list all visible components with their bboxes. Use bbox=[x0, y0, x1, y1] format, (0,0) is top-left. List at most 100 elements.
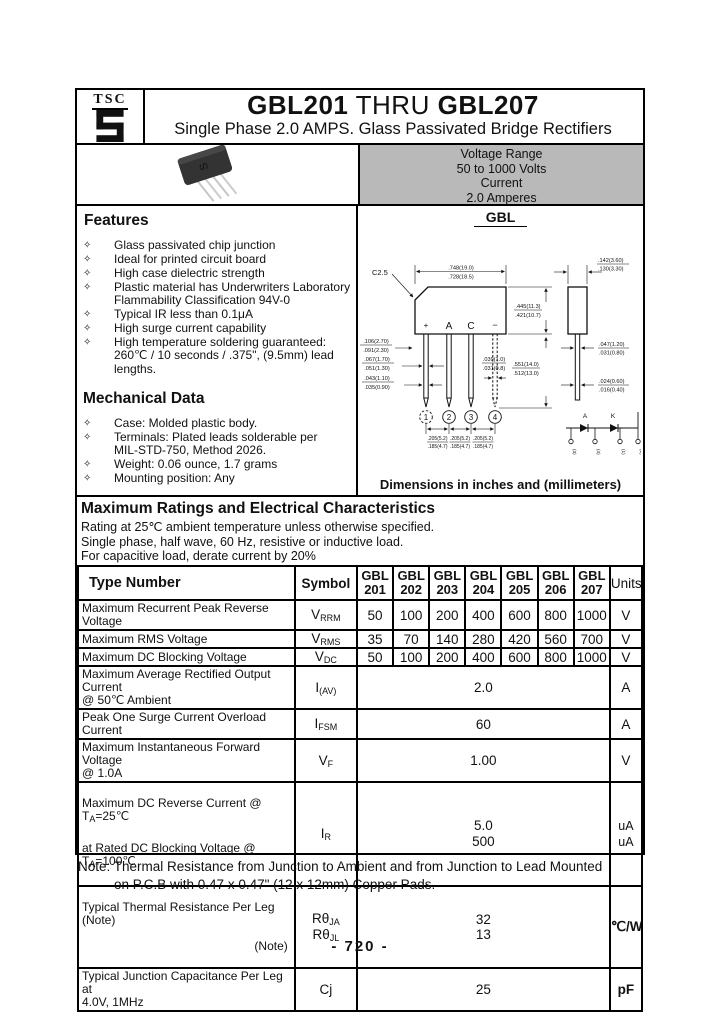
dim-label: .445(11.3) bbox=[515, 304, 540, 310]
value-cell: 800 bbox=[536, 599, 575, 631]
diamond-bullet-icon: ✧ bbox=[83, 459, 92, 471]
dim-body-height: .445(11.3) .421(10.7) bbox=[508, 286, 552, 335]
col-header-model: GBL 202 bbox=[392, 565, 431, 601]
dim-body-width: .748(19.0) .728(18.5) bbox=[414, 265, 507, 284]
left-column: Features ✧ Glass passivated chip junction… bbox=[77, 206, 358, 495]
mechanical-item: ✧ Mounting position: Any bbox=[83, 471, 235, 486]
col-header-symbol: Symbol bbox=[293, 565, 358, 601]
dim-label: .185(4.7) bbox=[450, 444, 470, 450]
feature-item: ✧ Ideal for printed circuit board bbox=[83, 251, 267, 266]
parameter-cell: Peak One Surge Current Overload Current bbox=[77, 708, 296, 740]
pin-number: 1 bbox=[424, 413, 429, 422]
table-row: Typical Junction Capacitance Per Leg at … bbox=[77, 967, 644, 1012]
tsc-logo-mark-icon bbox=[96, 110, 124, 142]
unit-cell: V bbox=[608, 599, 644, 631]
doc-title: GBL201 THRU GBL207 bbox=[143, 90, 643, 121]
col-header-model: GBL 206 bbox=[536, 565, 575, 601]
symbol-cell: VF bbox=[293, 738, 358, 783]
dim-label: .091(2.30) bbox=[363, 348, 389, 354]
value-cell: 200 bbox=[428, 599, 467, 631]
symbol-cell: VRRM bbox=[293, 599, 358, 631]
diamond-bullet-icon: ✧ bbox=[83, 253, 92, 265]
current-value: 2.0 Amperes bbox=[466, 190, 537, 205]
col-header-type-number: Type Number bbox=[77, 565, 296, 601]
package-drawing-panel: GBL C2.5 + A C − bbox=[358, 206, 643, 495]
parameter-cell: Typical Junction Capacitance Per Leg at … bbox=[77, 967, 296, 1012]
diamond-bullet-icon: ✧ bbox=[83, 281, 92, 293]
table-row: Peak One Surge Current Overload Current … bbox=[77, 708, 644, 740]
pin-number: 3 bbox=[469, 413, 474, 422]
value-cell: 70 bbox=[392, 629, 431, 649]
mechanical-item: ✧ Case: Molded plastic body. bbox=[83, 416, 258, 431]
dim-label: .051(1.30) bbox=[364, 366, 390, 372]
dimensions-caption: Dimensions in inches and (millimeters) bbox=[379, 477, 622, 492]
main-section: Features ✧ Glass passivated chip junction… bbox=[77, 206, 643, 497]
ac-marking: C bbox=[467, 321, 474, 332]
diamond-bullet-icon: ✧ bbox=[83, 336, 92, 348]
voltage-range-box: Voltage Range 50 to 1000 Volts Current 2… bbox=[360, 145, 643, 205]
dim-label: .142(3.60) bbox=[598, 258, 624, 264]
chamfer-label: C2.5 bbox=[372, 268, 388, 277]
ratings-condition: Single phase, half wave, 60 Hz, resistiv… bbox=[81, 534, 404, 549]
dim-label: .185(4.7) bbox=[427, 444, 447, 450]
value-cell: 1.00 bbox=[355, 738, 611, 783]
table-row: Maximum Average Rectified Output Current… bbox=[77, 665, 644, 710]
unit-cell: uA uA bbox=[608, 781, 644, 887]
dim-label: .130(3.30) bbox=[598, 267, 624, 273]
symbol-cell: IFSM bbox=[293, 708, 358, 740]
dim-label: .728(18.5) bbox=[448, 275, 474, 281]
dim-label: .031(0.8) bbox=[483, 366, 506, 372]
diamond-bullet-icon: ✧ bbox=[83, 240, 92, 251]
dim-label: .043(1.10) bbox=[364, 376, 390, 382]
value-cell: 400 bbox=[464, 599, 503, 631]
value-cell: 60 bbox=[355, 708, 611, 740]
pin-number: 4 bbox=[493, 413, 498, 422]
photo-voltage-row: S Voltage Range 50 to 1000 Volts Current… bbox=[77, 145, 643, 206]
plus-marking: + bbox=[424, 321, 429, 330]
svg-text:S: S bbox=[198, 161, 212, 172]
diamond-bullet-icon: ✧ bbox=[83, 309, 92, 321]
dim-seat-height: .106(2.70) .091(2.30) bbox=[360, 339, 413, 354]
pin-number: 2 bbox=[447, 413, 452, 422]
title-thru: THRU bbox=[348, 90, 438, 120]
feature-item: ✧ Glass passivated chip junction bbox=[83, 238, 276, 252]
unit-cell: A bbox=[608, 665, 644, 710]
value-cell: 100 bbox=[392, 647, 431, 667]
dim-label: .748(19.0) bbox=[448, 266, 474, 272]
dim-lead-small: .039(1.0) .031(0.8) bbox=[482, 357, 506, 380]
table-row: Maximum DC Blocking Voltage VDC 50 100 2… bbox=[77, 647, 644, 667]
symbol-cell: VRMS bbox=[293, 629, 358, 649]
table-header-row: Type Number Symbol GBL 201 GBL 202 GBL 2… bbox=[77, 565, 644, 601]
symbol-cell: RθJA RθJL bbox=[293, 885, 358, 969]
page-number: - 720 - bbox=[331, 938, 389, 955]
front-view: C2.5 + A C − bbox=[372, 268, 507, 424]
diamond-bullet-icon: ✧ bbox=[83, 267, 92, 279]
value-cell: 5.0 500 bbox=[355, 781, 611, 887]
value-cell: 560 bbox=[536, 629, 575, 649]
feature-item: ✧ Plastic material has Underwriters Labor… bbox=[83, 279, 351, 308]
unit-cell: V bbox=[608, 629, 644, 649]
dim-label: .421(10.7) bbox=[515, 313, 541, 319]
dim-label: .551(14.0) bbox=[513, 362, 539, 368]
bridge-circuit: A K bbox=[566, 412, 641, 455]
mechanical-data-heading: Mechanical Data bbox=[83, 390, 205, 408]
value-cell: 25 bbox=[355, 967, 611, 1012]
unit-cell: A bbox=[608, 708, 644, 740]
dim-label: .205(5.2) bbox=[473, 436, 493, 442]
diode-icon bbox=[610, 424, 618, 432]
col-header-units: Units bbox=[608, 565, 644, 601]
dim-label: .205(5.2) bbox=[427, 436, 447, 442]
ac-marking: A bbox=[446, 321, 453, 332]
value-cell: 1000 bbox=[572, 599, 611, 631]
value-cell: 1000 bbox=[572, 647, 611, 667]
feature-item: ✧ Typical IR less than 0.1μA bbox=[83, 307, 253, 322]
unit-cell: V bbox=[608, 738, 644, 783]
dim-lead-thickness: .043(1.10) .035(0.90) bbox=[362, 376, 442, 391]
dim-label: .185(4.7) bbox=[473, 444, 493, 450]
footnote-line: Note: Thermal Resistance from Junction t… bbox=[78, 859, 603, 874]
parameter-cell: Maximum DC Reverse Current @ TA=25℃ at R… bbox=[77, 781, 296, 887]
dim-label: .512(13.0) bbox=[513, 371, 539, 377]
side-view: .142(3.60) .130(3.30) .047(1.20) .031(0.… bbox=[554, 258, 629, 401]
features-heading: Features bbox=[84, 212, 149, 229]
parameter-cell: Maximum Average Rectified Output Current… bbox=[77, 665, 296, 710]
